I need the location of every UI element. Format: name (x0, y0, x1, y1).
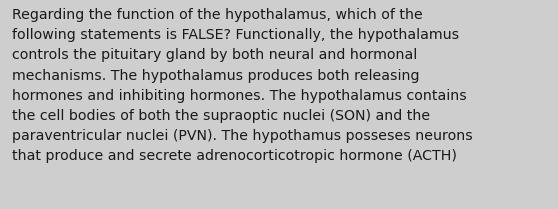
Text: Regarding the function of the hypothalamus, which of the
following statements is: Regarding the function of the hypothalam… (12, 8, 473, 163)
